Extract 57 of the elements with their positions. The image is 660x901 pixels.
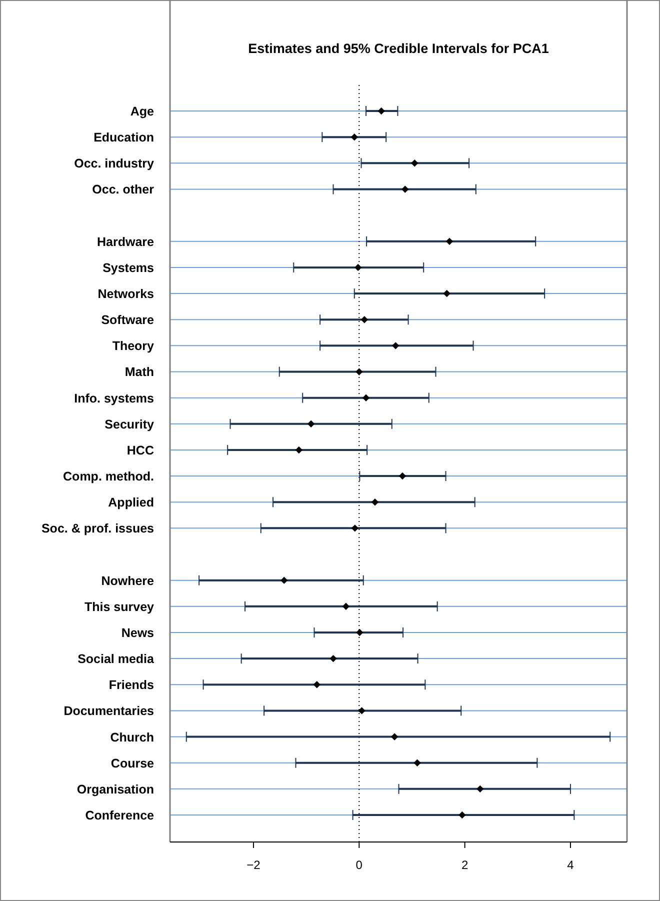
- point: [398, 472, 406, 480]
- y-tick-label: Social media: [78, 652, 156, 666]
- y-tick-label: Security: [104, 417, 154, 432]
- point: [414, 759, 421, 766]
- point: [446, 238, 454, 245]
- y-tick-label: Age: [130, 104, 154, 118]
- y-tick-label: This survey: [84, 600, 154, 614]
- point: [351, 524, 359, 532]
- y-tick-label: Friends: [108, 678, 154, 692]
- y-tick-label: Soc. & prof. issues: [41, 522, 154, 536]
- y-tick-label: Math: [124, 365, 154, 380]
- point: [358, 707, 366, 714]
- x-tick-label: 2: [461, 858, 468, 872]
- point: [443, 290, 450, 298]
- y-tick-label: Occ. industry: [74, 156, 154, 171]
- y-tick-label: Comp. method.: [63, 470, 154, 484]
- point: [342, 602, 350, 610]
- y-tick-label: Conference: [85, 808, 154, 822]
- y-tick-label: HCC: [126, 443, 154, 458]
- x-tick-label: 0: [356, 858, 363, 872]
- point: [458, 811, 466, 819]
- point: [371, 498, 379, 506]
- point: [362, 394, 370, 402]
- y-tick-label: Software: [101, 313, 154, 328]
- y-tick-label: Church: [110, 730, 154, 744]
- point: [295, 446, 303, 454]
- point: [280, 576, 288, 584]
- y-tick-label: Documentaries: [64, 704, 154, 718]
- x-tick-label: 4: [567, 858, 574, 872]
- point: [411, 160, 418, 167]
- point: [378, 107, 385, 115]
- y-tick-label: Info. systems: [74, 391, 154, 406]
- point: [356, 368, 363, 376]
- chart-title: Estimates and 95% Credible Intervals for PCA1: [248, 41, 550, 56]
- y-tick-label: Theory: [112, 339, 154, 354]
- point: [330, 654, 337, 662]
- y-tick-label: News: [121, 626, 154, 640]
- y-tick-label: Hardware: [97, 234, 154, 249]
- y-tick-label: Systems: [102, 260, 154, 275]
- point: [354, 264, 362, 272]
- y-tick-label: Occ. other: [92, 182, 154, 197]
- point: [476, 785, 484, 793]
- point: [360, 316, 368, 324]
- point: [350, 133, 358, 141]
- y-tick-label: Education: [94, 130, 154, 145]
- y-tick-label: Nowhere: [101, 574, 154, 588]
- point: [392, 342, 400, 350]
- y-tick-label: Applied: [108, 496, 154, 510]
- point: [390, 733, 398, 740]
- x-tick-label: −2: [246, 858, 261, 872]
- y-tick-label: Networks: [98, 287, 154, 302]
- y-tick-label: Course: [110, 756, 154, 770]
- point: [313, 681, 320, 688]
- y-tick-label: Organisation: [76, 782, 154, 796]
- point: [402, 186, 409, 193]
- point: [307, 420, 315, 428]
- point: [356, 628, 364, 636]
